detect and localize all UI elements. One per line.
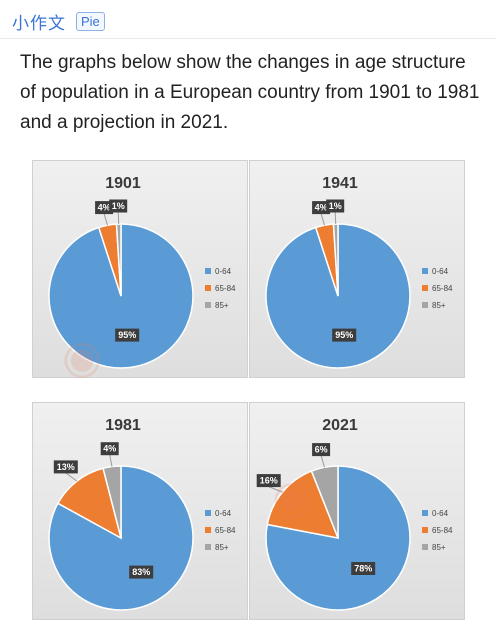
chart-type-tag[interactable]: Pie xyxy=(76,12,105,31)
legend-label: 0-64 xyxy=(215,267,232,276)
data-label: 95% xyxy=(118,330,136,340)
legend-swatch xyxy=(422,285,428,291)
legend-label: 0-64 xyxy=(432,509,449,518)
legend-swatch xyxy=(205,544,211,550)
legend-label: 65-84 xyxy=(215,284,236,293)
pie-slice-65-84 xyxy=(56,467,123,540)
data-label: 6% xyxy=(315,445,328,455)
data-label-box xyxy=(53,460,78,474)
header-divider xyxy=(0,38,496,39)
leader-line xyxy=(103,213,108,226)
legend-label: 85+ xyxy=(215,301,229,310)
data-label: 4% xyxy=(98,203,111,213)
data-label-box xyxy=(312,201,331,215)
data-label-box xyxy=(115,328,140,342)
data-label: 95% xyxy=(335,330,353,340)
pie-slice-85-plus xyxy=(332,223,339,297)
pie-chart-2021: 2021 78% 16% 6% 0-64 65-84 85+ xyxy=(249,402,465,620)
pie-chart-1941: 1941 95% 4% 1% 0-64 65-84 85+ xyxy=(249,160,465,378)
data-label-box xyxy=(256,474,281,488)
task-description: The graphs below show the changes in age… xyxy=(20,52,480,133)
data-label-box xyxy=(100,442,119,456)
pie-svg: 1901 95% 4% 1% 0-64 65-84 85+ xyxy=(48,175,236,369)
data-label: 78% xyxy=(354,564,372,574)
page-header: 小作文 Pie xyxy=(12,9,105,34)
pie-slice-0-64 xyxy=(48,465,194,611)
data-label-box xyxy=(109,199,128,213)
legend-label: 85+ xyxy=(215,543,229,552)
chart-title: 1901 xyxy=(105,175,141,192)
data-label: 4% xyxy=(315,203,328,213)
legend-swatch xyxy=(205,527,211,533)
data-label: 1% xyxy=(329,201,342,211)
legend-swatch xyxy=(422,510,428,516)
legend-label: 0-64 xyxy=(215,509,232,518)
pie-svg: 2021 78% 16% 6% 0-64 65-84 85+ xyxy=(256,417,453,611)
legend-swatch xyxy=(422,544,428,550)
data-label-box xyxy=(332,328,357,342)
pie-chart-1901: 1901 95% 4% 1% 0-64 65-84 85+ xyxy=(32,160,248,378)
leader-line xyxy=(320,213,325,226)
legend-swatch xyxy=(422,302,428,308)
chart-title: 1941 xyxy=(322,175,358,192)
data-label-box xyxy=(351,562,376,575)
leader-line xyxy=(268,486,283,493)
page-title: 小作文 xyxy=(12,14,66,34)
leader-line xyxy=(109,454,113,467)
legend-label: 0-64 xyxy=(432,267,449,276)
data-label-box xyxy=(129,565,154,579)
legend-swatch xyxy=(205,285,211,291)
legend-swatch xyxy=(422,527,428,533)
legend-swatch xyxy=(205,268,211,274)
chart-title: 1981 xyxy=(105,417,141,434)
legend-swatch xyxy=(205,510,211,516)
leader-line xyxy=(320,455,325,468)
legend-label: 85+ xyxy=(432,543,446,552)
pie-chart-1981: 1981 83% 13% 4% 0-64 65-84 85+ xyxy=(32,402,248,620)
data-label: 13% xyxy=(57,462,75,472)
pie-svg: 1981 83% 13% 4% 0-64 65-84 85+ xyxy=(48,417,236,611)
data-label: 4% xyxy=(103,444,116,454)
pie-slice-85-plus xyxy=(115,223,122,297)
leader-line xyxy=(117,211,120,225)
legend-label: 85+ xyxy=(432,301,446,310)
legend-label: 65-84 xyxy=(215,526,236,535)
pie-slice-65-84 xyxy=(266,470,340,539)
data-label-box xyxy=(326,199,345,213)
data-label-box xyxy=(312,443,331,457)
legend-label: 65-84 xyxy=(432,526,453,535)
data-label: 1% xyxy=(112,201,125,211)
legend-label: 65-84 xyxy=(432,284,453,293)
data-label-box xyxy=(95,201,114,215)
legend-swatch xyxy=(205,302,211,308)
leader-line xyxy=(65,472,78,482)
chart-title: 2021 xyxy=(322,417,358,434)
data-label: 16% xyxy=(260,476,278,486)
legend-swatch xyxy=(422,268,428,274)
data-label: 83% xyxy=(132,567,150,577)
pie-svg: 1941 95% 4% 1% 0-64 65-84 85+ xyxy=(265,175,453,369)
leader-line xyxy=(334,211,337,225)
